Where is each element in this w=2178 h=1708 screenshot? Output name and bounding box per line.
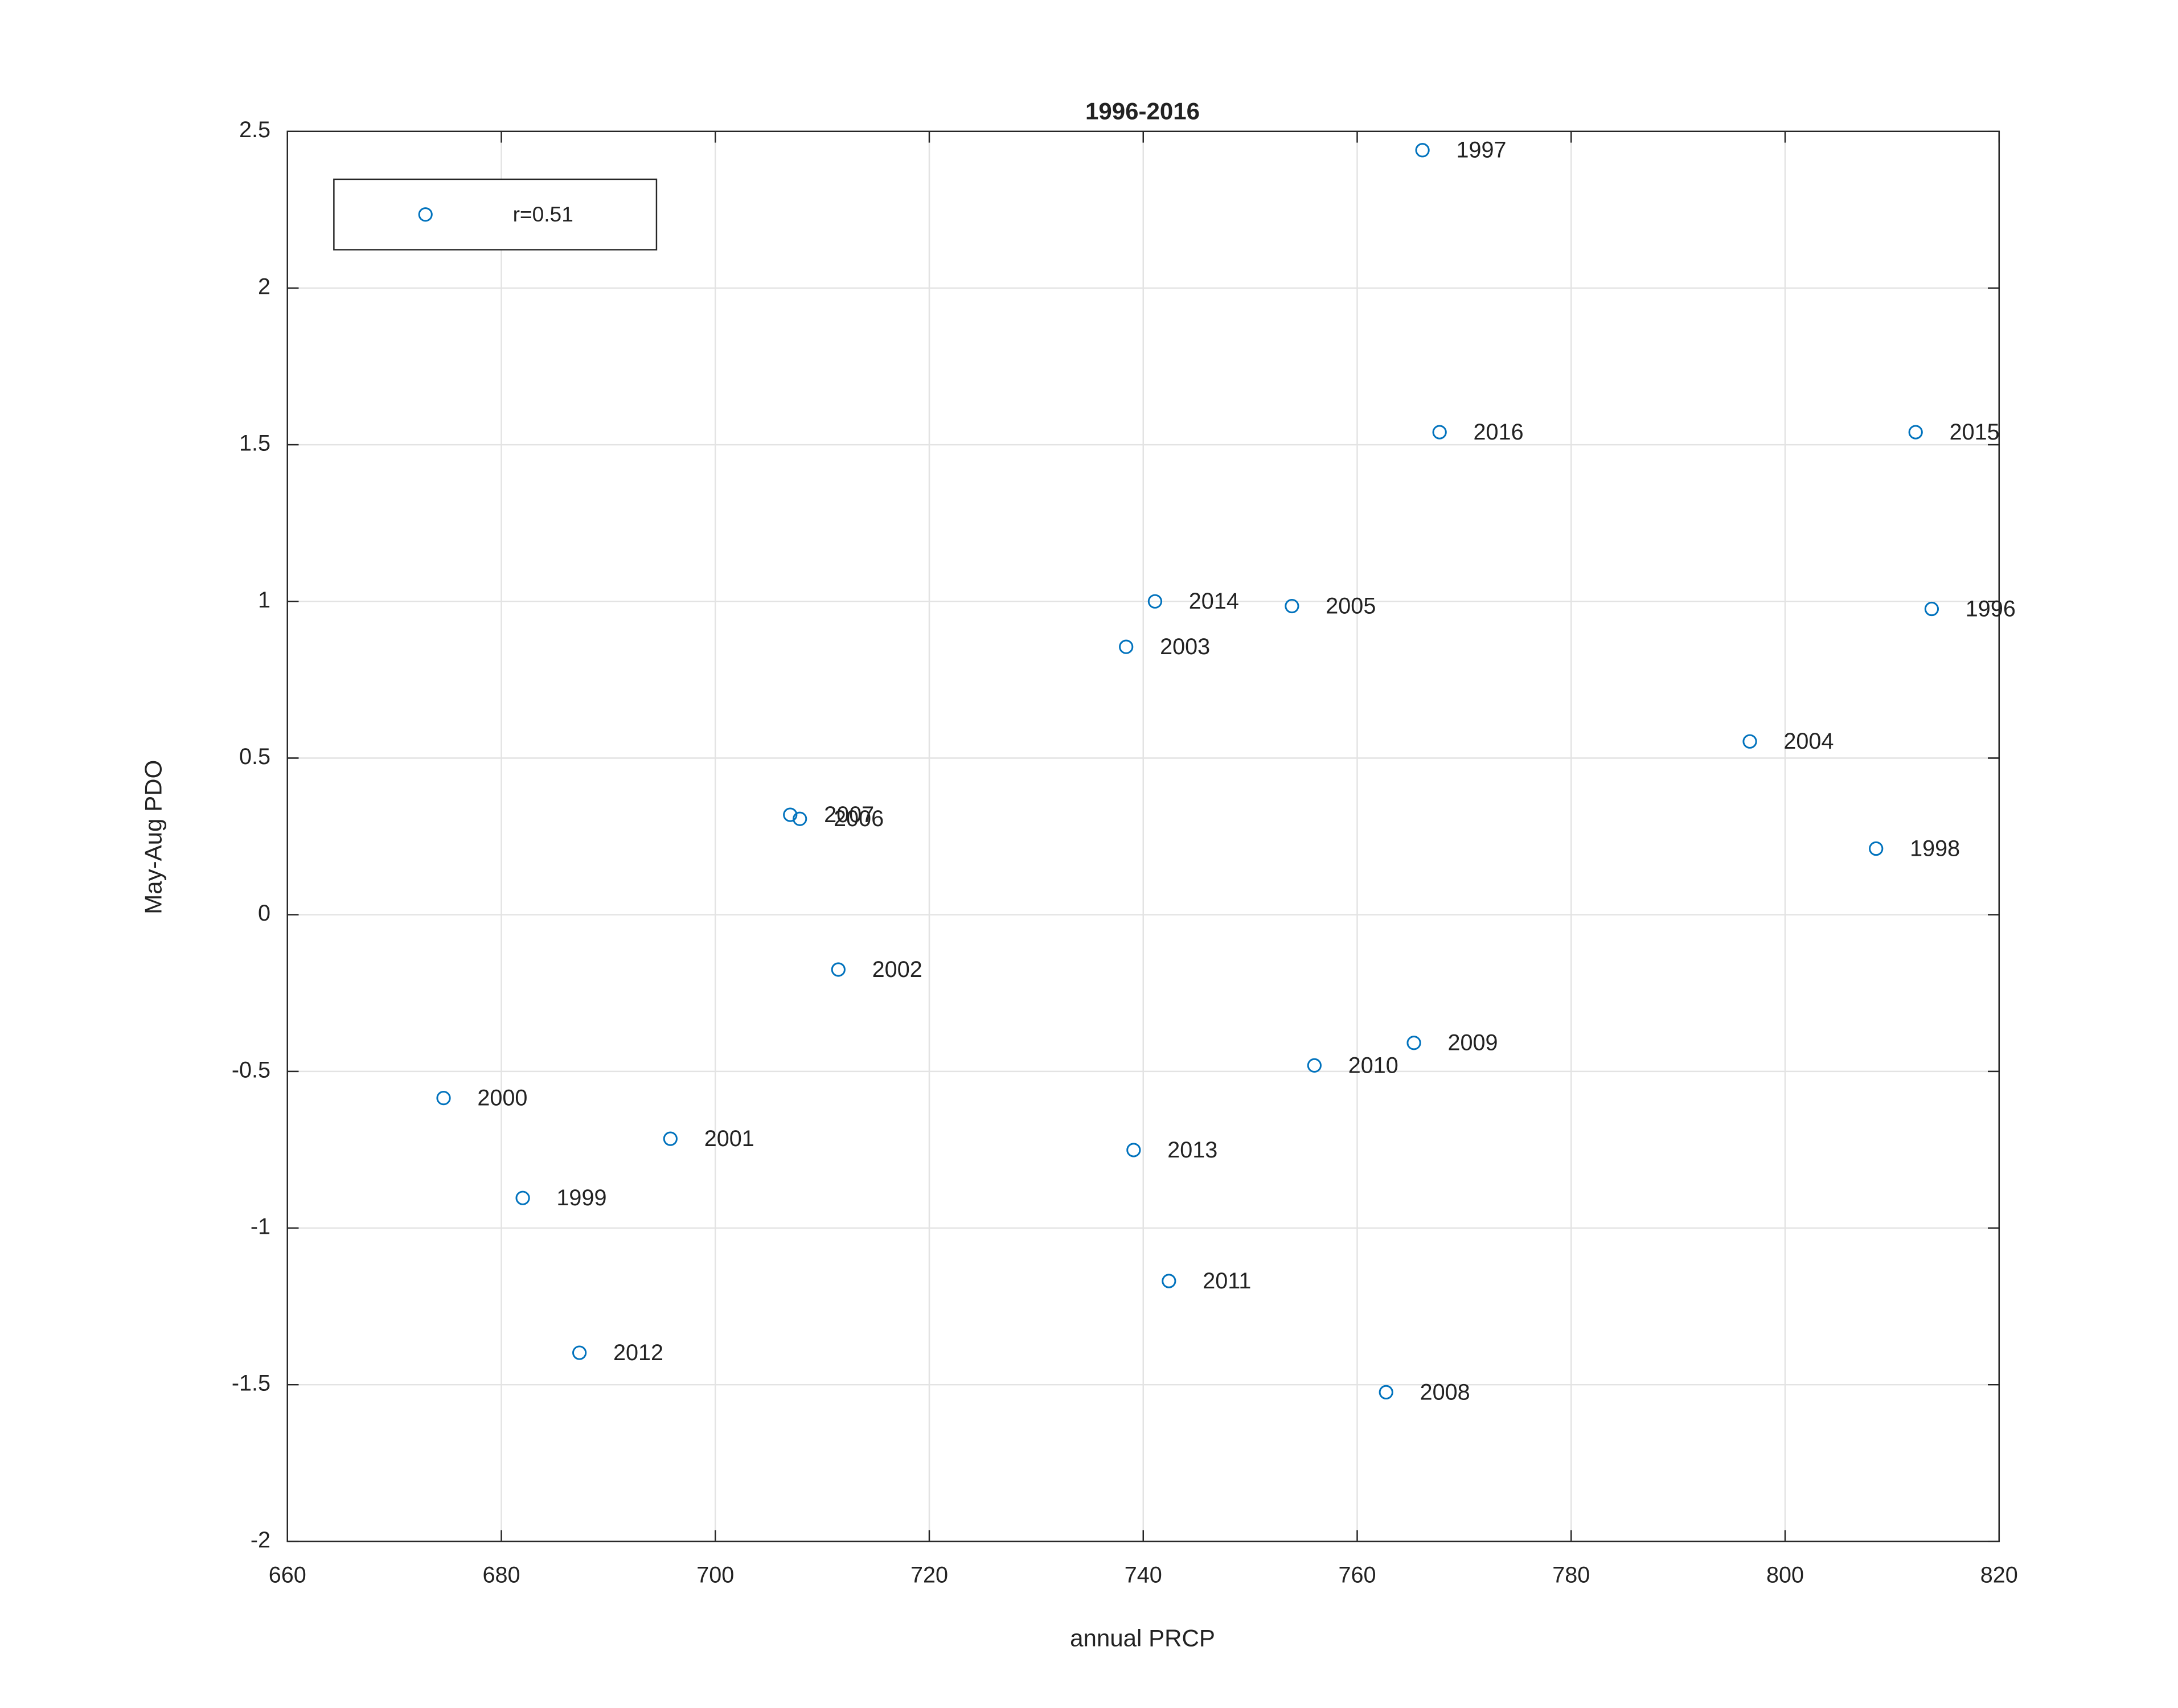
y-axis-label: May-Aug PDO: [140, 760, 166, 914]
point: [1119, 639, 1134, 654]
x-tick-label: 760: [1338, 1563, 1376, 1588]
point-label: 2009: [1447, 1030, 1498, 1056]
x-tick-label: 700: [696, 1563, 734, 1588]
x-tick-label: 820: [1980, 1563, 2018, 1588]
point: [515, 1190, 530, 1205]
x-tick-label: 680: [482, 1563, 520, 1588]
point: [831, 962, 846, 977]
y-tick-label: 2: [258, 274, 270, 299]
point: [1869, 841, 1884, 856]
x-tick-label: 800: [1766, 1563, 1804, 1588]
point-label: 2002: [872, 957, 922, 982]
point: [436, 1091, 451, 1106]
point-label: 2000: [477, 1086, 527, 1111]
point-label: 2015: [1950, 420, 2000, 445]
y-tick-label: -2: [251, 1528, 270, 1553]
point: [1162, 1274, 1176, 1288]
point-label: 2010: [1348, 1053, 1398, 1078]
x-tick-label: 660: [269, 1563, 306, 1588]
point: [663, 1131, 678, 1146]
y-tick-label: 2.5: [239, 117, 270, 142]
y-tick-label: -1: [251, 1214, 270, 1239]
point: [1147, 594, 1163, 609]
point-label: 2006: [834, 806, 884, 831]
point-label: 2007: [824, 802, 874, 827]
point-label: 2014: [1189, 589, 1239, 614]
y-tick-label: 1.5: [239, 431, 270, 456]
point: [1126, 1143, 1141, 1157]
point: [1908, 425, 1923, 440]
x-tick-label: 740: [1125, 1563, 1162, 1588]
x-tick-label: 720: [910, 1563, 948, 1588]
point-label: 2011: [1203, 1268, 1251, 1294]
point-label: 2008: [1420, 1379, 1470, 1405]
legend-marker: [418, 207, 433, 222]
point-label: 1998: [1910, 836, 1960, 861]
point-label: 1996: [1966, 596, 2016, 621]
point-label: 2012: [613, 1340, 663, 1365]
point: [1406, 1036, 1421, 1050]
y-tick-label: 0.5: [239, 744, 270, 769]
point-label: 2013: [1167, 1138, 1217, 1163]
point: [1285, 598, 1299, 614]
point-label: 1999: [556, 1185, 606, 1210]
point: [1415, 143, 1430, 158]
point: [1924, 601, 1939, 617]
point-label: 2005: [1326, 593, 1376, 618]
legend-box: [333, 178, 658, 251]
point: [783, 807, 798, 822]
point: [793, 811, 807, 826]
y-tick-label: 1: [258, 588, 270, 613]
point-label: 2016: [1474, 420, 1524, 445]
point: [1432, 425, 1447, 440]
legend-label: r=0.51: [513, 202, 573, 226]
point: [572, 1345, 587, 1360]
point-label: 1997: [1456, 138, 1506, 163]
x-axis-label: annual PRCP: [1070, 1625, 1215, 1652]
point-label: 2001: [704, 1126, 754, 1151]
y-tick-label: -1.5: [232, 1371, 270, 1396]
x-tick-label: 780: [1552, 1563, 1590, 1588]
y-tick-label: -0.5: [232, 1057, 270, 1082]
point: [1379, 1385, 1393, 1400]
point: [1307, 1058, 1322, 1073]
chart-title: 1996-2016: [1085, 98, 1200, 125]
point-label: 2004: [1783, 729, 1834, 754]
plot-frame: [286, 130, 2000, 1542]
point-label: 2003: [1160, 634, 1210, 659]
y-tick-label: 0: [258, 901, 270, 926]
point: [1742, 734, 1757, 749]
